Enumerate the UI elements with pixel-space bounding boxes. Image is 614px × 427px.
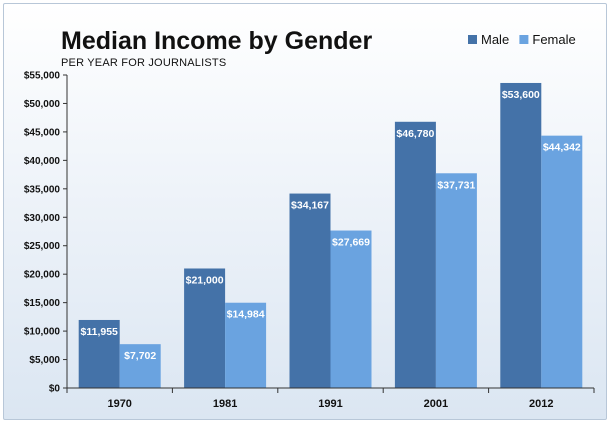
legend-label-male: Male [481,32,509,47]
y-tick-label: $30,000 [24,213,61,224]
y-tick-label: $5,000 [29,355,60,366]
bar-male-1991 [289,193,331,388]
x-tick-label: 1981 [213,398,237,410]
y-tick-label: $40,000 [24,156,61,167]
x-tick-label: 2012 [529,398,553,410]
bar-male-2012 [500,82,542,388]
y-tick-label: $50,000 [24,99,61,110]
legend-swatch-female [519,35,529,44]
bar-female-1981 [225,302,267,388]
data-label: $46,780 [396,128,434,140]
bar-female-1970 [119,344,161,388]
legend: Male Female [468,32,576,47]
data-label: $34,167 [291,200,329,212]
y-tick-label: $20,000 [24,270,61,281]
bars: $11,955 $7,702 $21,000 $14,984 $34,167 $27,66… [78,82,583,389]
y-tick-label: $15,000 [24,298,61,309]
bar-female-1991 [330,230,372,388]
data-label: $53,600 [502,89,540,101]
data-label: $7,702 [124,350,156,362]
bar-male-1981 [184,268,226,388]
legend-label-female: Female [532,32,575,47]
data-label: $11,955 [81,326,119,338]
x-axis: 1970 1981 1991 2001 2012 [66,387,595,410]
data-label: $44,342 [543,142,581,154]
x-tick-label: 2001 [424,398,448,410]
y-tick-label: $35,000 [24,184,61,195]
x-tick-label: 1991 [318,398,342,410]
bar-female-2012 [541,135,583,388]
bar-female-2001 [435,173,477,388]
x-tick-label: 1970 [107,398,131,410]
y-axis: $0 $5,000 $10,000 $15,000 $20,000 $25,000 $30,… [24,71,68,395]
chart-title: Median Income by Gender [61,27,372,55]
chart-subtitle: PER YEAR FOR JOURNALISTS [61,57,226,69]
data-label: $37,731 [437,179,475,191]
y-tick-label: $10,000 [24,327,61,338]
data-label: $21,000 [186,274,224,286]
y-tick-label: $0 [49,384,61,395]
chart: Median Income by Gender PER YEAR FOR JOU… [24,27,595,410]
bar-male-2001 [394,121,436,389]
legend-swatch-male [468,35,477,44]
y-tick-label: $25,000 [24,241,61,252]
bar-male-1970 [78,319,120,388]
data-label: $27,669 [332,237,370,249]
chart-frame: Median Income by Gender PER YEAR FOR JOU… [3,3,607,420]
y-tick-label: $45,000 [24,127,61,138]
y-tick-label: $55,000 [24,71,61,82]
data-label: $14,984 [227,309,265,321]
